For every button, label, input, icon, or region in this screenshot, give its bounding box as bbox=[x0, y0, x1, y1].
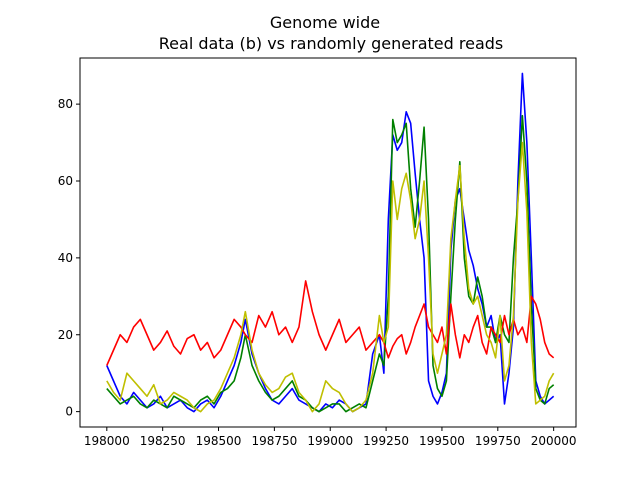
series-line-2 bbox=[106, 114, 555, 413]
y-tick-label: 60 bbox=[58, 174, 73, 188]
x-tick-label: 198000 bbox=[84, 434, 130, 448]
chart-title: Genome wide bbox=[270, 13, 380, 32]
x-tick-label: 199750 bbox=[475, 434, 521, 448]
series-line-4 bbox=[106, 141, 555, 413]
chart-subtitle: Real data (b) vs randomly generated read… bbox=[159, 34, 503, 53]
x-axis: 198000 198250 198500 198750 199000 199250 1995… bbox=[84, 427, 577, 448]
x-tick-label: 199500 bbox=[419, 434, 465, 448]
x-tick-label: 198500 bbox=[196, 434, 242, 448]
x-tick-label: 199250 bbox=[363, 434, 409, 448]
x-tick-label: 198250 bbox=[140, 434, 186, 448]
x-tick-label: 199000 bbox=[307, 434, 353, 448]
series-layer bbox=[106, 72, 555, 413]
y-tick-label: 0 bbox=[65, 405, 73, 419]
y-tick-label: 20 bbox=[58, 328, 73, 342]
y-tick-label: 40 bbox=[58, 251, 73, 265]
series-line-1 bbox=[106, 72, 555, 413]
y-axis: 0 20 40 60 80 bbox=[58, 97, 80, 419]
y-tick-label: 80 bbox=[58, 97, 73, 111]
x-tick-label: 200000 bbox=[531, 434, 577, 448]
x-tick-label: 198750 bbox=[251, 434, 297, 448]
series-line-3 bbox=[106, 280, 555, 366]
plot-area-frame bbox=[79, 57, 577, 428]
